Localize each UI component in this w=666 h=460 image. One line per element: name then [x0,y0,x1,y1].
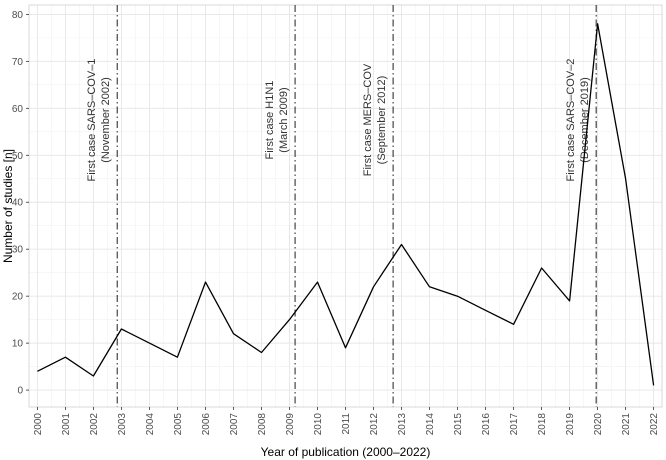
x-tick-label: 2019 [565,413,576,436]
data-point [399,242,403,246]
x-tick-label: 2011 [341,413,352,435]
x-tick-label: 2020 [593,413,604,436]
data-point [231,332,235,336]
data-point [623,177,627,181]
x-axis: 2000 2001 2002 2003 2004 2005 2006 2007 2008 2009… [33,407,660,435]
x-tick-label: 2004 [145,413,156,436]
x-tick-label: 2003 [117,413,128,436]
data-point [147,341,151,345]
y-tick-label: 50 [12,151,24,162]
y-axis: 0 10 20 30 40 50 60 70 80 [12,10,29,397]
x-tick-label: 2021 [621,413,632,436]
data-point [539,266,543,270]
x-tick-label: 2017 [509,413,520,436]
x-tick-label: 2012 [369,413,380,436]
grid-minor [29,5,662,407]
grid-major [29,5,662,407]
data-point [35,369,39,373]
event-lines [116,5,597,407]
x-tick-label: 2007 [229,413,240,436]
y-axis-title: Number of studies [n] [1,149,15,263]
x-tick-label: 2015 [453,413,464,436]
event-label: First case H1N1 [264,81,276,160]
x-axis-title: Year of publication (2000–2022) [261,445,431,459]
y-tick-label: 0 [17,386,23,397]
data-point [119,327,123,331]
event-date: (November 2002) [100,77,112,163]
data-point [287,317,291,321]
series-group [35,22,655,387]
x-tick-label: 2013 [397,413,408,436]
data-point [91,374,95,378]
data-point [315,280,319,284]
x-tick-label: 2010 [313,413,324,436]
x-tick-label: 2001 [61,413,72,436]
y-tick-label: 70 [12,57,24,68]
series-line [37,23,655,386]
x-tick-label: 2022 [649,413,660,436]
y-tick-label: 10 [12,339,24,350]
event-label: First case MERS–COV [362,63,374,176]
data-point [371,285,375,289]
data-point [203,280,207,284]
y-tick-label: 80 [12,10,24,21]
data-point [427,285,431,289]
data-point [595,22,599,26]
data-point [511,322,515,326]
x-tick-label: 2009 [285,413,296,436]
x-tick-label: 2006 [201,413,212,436]
data-point [483,308,487,312]
x-tick-label: 2000 [33,413,44,436]
y-tick-label: 60 [12,104,24,115]
event-label: First case SARS–COV–1 [86,59,98,182]
data-point [63,355,67,359]
x-tick-label: 2014 [425,413,436,436]
y-tick-label: 30 [12,245,24,256]
y-tick-label: 40 [12,198,24,209]
x-tick-label: 2018 [537,413,548,436]
data-point [259,350,263,354]
x-tick-label: 2002 [89,413,100,436]
event-date: (September 2012) [376,76,388,165]
data-point [567,299,571,303]
x-tick-label: 2016 [481,413,492,436]
data-point [651,383,655,387]
event-annotations: First case SARS–COV–1 (November 2002) Firs… [86,59,591,182]
event-date: (March 2009) [278,87,290,152]
event-date: (December 2019) [579,77,591,163]
data-point [175,355,179,359]
data-point [455,294,459,298]
x-tick-label: 2008 [257,413,268,436]
y-tick-label: 20 [12,292,24,303]
event-label: First case SARS–COV–2 [565,59,577,182]
data-point [343,346,347,350]
x-tick-label: 2005 [173,413,184,436]
